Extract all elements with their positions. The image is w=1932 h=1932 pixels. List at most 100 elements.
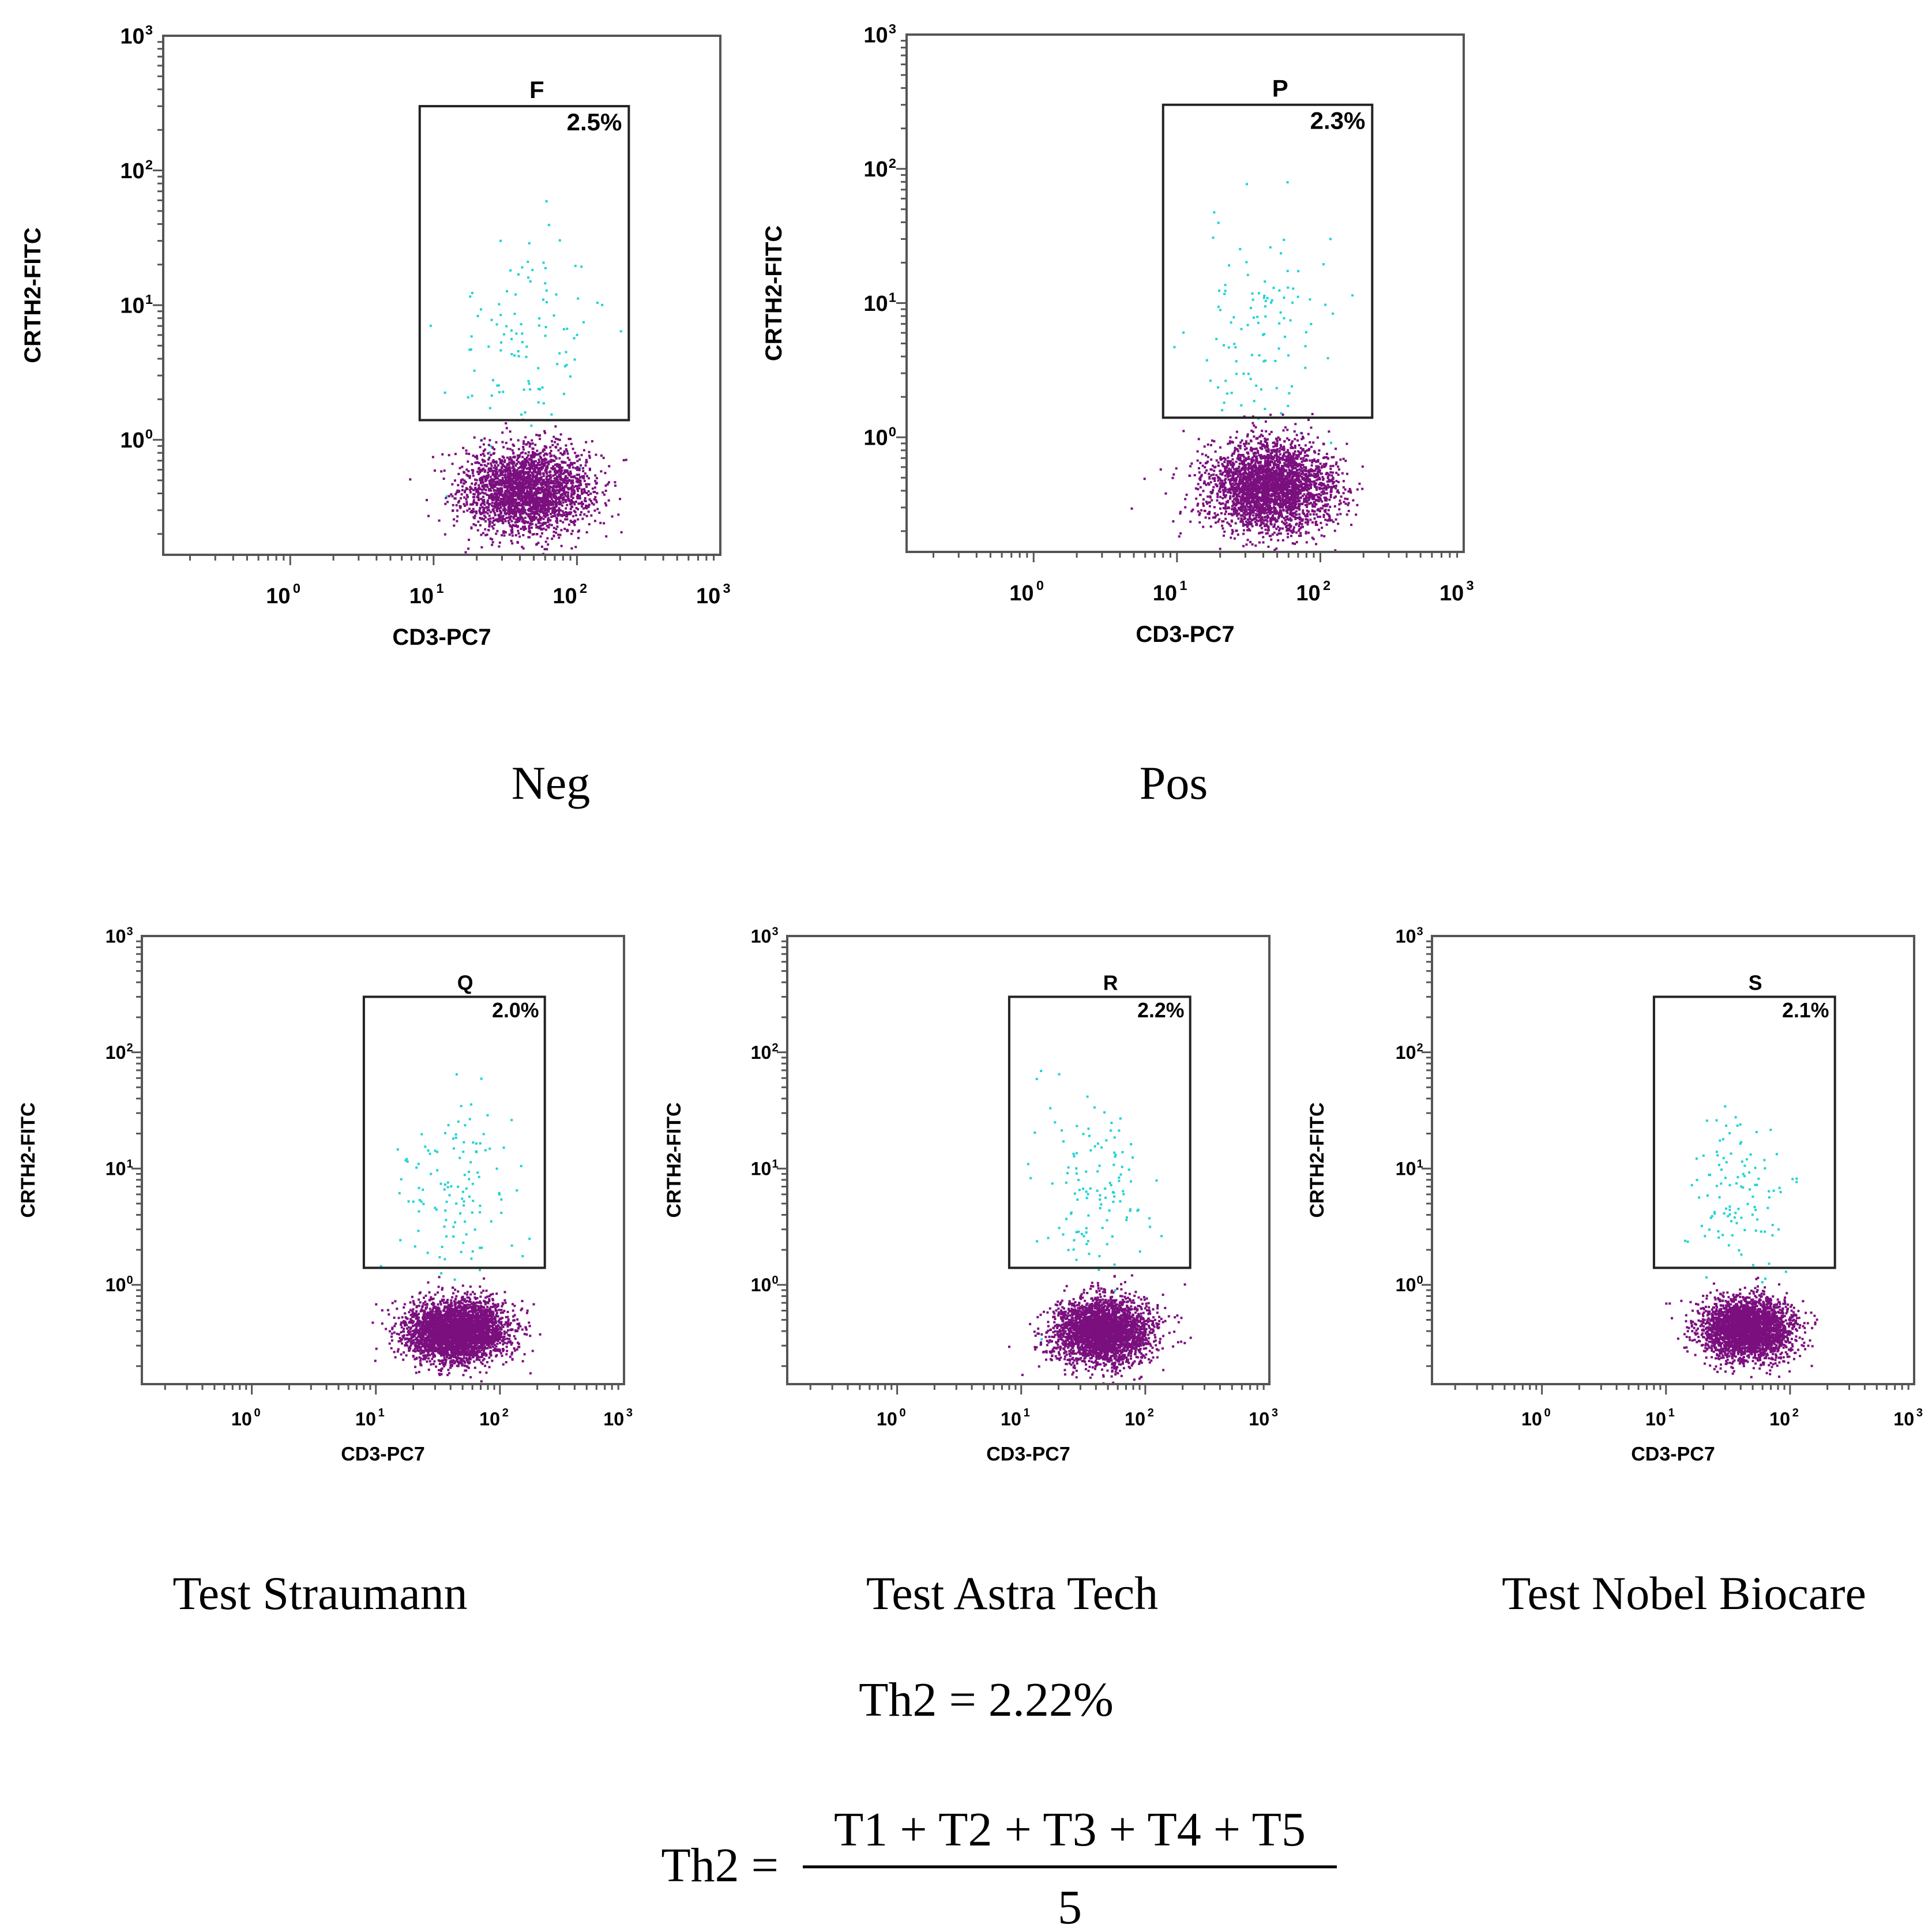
event-point bbox=[537, 542, 540, 544]
event-point bbox=[554, 469, 557, 472]
event-point bbox=[1343, 501, 1345, 503]
event-point bbox=[519, 504, 522, 507]
event-point bbox=[1240, 482, 1243, 485]
event-point bbox=[1298, 499, 1301, 502]
event-point bbox=[490, 493, 493, 496]
event-point bbox=[1299, 492, 1302, 495]
event-point bbox=[603, 522, 606, 525]
event-point bbox=[1265, 475, 1268, 478]
event-point bbox=[504, 508, 507, 510]
event-point bbox=[1171, 476, 1174, 479]
event-point bbox=[1274, 460, 1276, 463]
event-point bbox=[535, 509, 538, 512]
event-point bbox=[483, 511, 486, 514]
event-point bbox=[561, 498, 564, 501]
event-point bbox=[525, 443, 528, 446]
event-point bbox=[520, 478, 523, 481]
event-point bbox=[559, 533, 562, 536]
event-point bbox=[517, 350, 520, 353]
event-point bbox=[472, 499, 475, 502]
event-point bbox=[572, 466, 574, 469]
event-point bbox=[536, 464, 539, 467]
event-point bbox=[528, 530, 531, 533]
event-point bbox=[1239, 520, 1242, 523]
event-point bbox=[495, 441, 498, 443]
event-point bbox=[570, 482, 573, 484]
event-point bbox=[523, 528, 525, 531]
event-point bbox=[1243, 448, 1246, 451]
event-point bbox=[542, 450, 544, 453]
event-point bbox=[495, 471, 498, 474]
event-point bbox=[1251, 292, 1254, 295]
event-point bbox=[480, 439, 483, 442]
event-point bbox=[468, 539, 470, 541]
event-point bbox=[585, 441, 588, 443]
event-point bbox=[595, 499, 597, 502]
event-point bbox=[1304, 444, 1307, 447]
event-point bbox=[484, 516, 487, 519]
event-point bbox=[510, 458, 513, 461]
event-point bbox=[1345, 442, 1348, 445]
event-point bbox=[1310, 445, 1313, 448]
event-point bbox=[522, 478, 525, 480]
event-point bbox=[523, 471, 526, 473]
event-point bbox=[469, 295, 472, 298]
event-point bbox=[514, 293, 517, 296]
event-point bbox=[1283, 517, 1286, 520]
event-point bbox=[1209, 525, 1212, 528]
event-point bbox=[607, 481, 610, 484]
event-point bbox=[539, 438, 541, 441]
event-point bbox=[571, 479, 574, 482]
event-point bbox=[569, 500, 572, 503]
event-point bbox=[1275, 452, 1278, 455]
event-point bbox=[1253, 316, 1255, 319]
event-point bbox=[484, 480, 487, 483]
event-point bbox=[521, 471, 524, 474]
panels: F2.5%10 0 10 1 10 2 10 310 010 110 210 3CD3-PC7CRTH… bbox=[17, 21, 1923, 1619]
event-point bbox=[1269, 452, 1272, 455]
event-point bbox=[529, 454, 532, 457]
event-point bbox=[542, 486, 545, 488]
event-point bbox=[561, 466, 563, 469]
event-point bbox=[1252, 430, 1254, 433]
event-point bbox=[1272, 287, 1275, 290]
event-point bbox=[574, 484, 577, 487]
event-point bbox=[521, 451, 524, 454]
event-point bbox=[1298, 529, 1300, 532]
event-point bbox=[547, 481, 550, 484]
event-point bbox=[509, 510, 512, 513]
event-point bbox=[595, 501, 598, 503]
event-point bbox=[504, 492, 507, 495]
event-point bbox=[493, 484, 496, 487]
event-point bbox=[1178, 535, 1181, 538]
event-point bbox=[529, 500, 532, 503]
event-point bbox=[1297, 270, 1300, 273]
event-point bbox=[547, 543, 550, 546]
event-point bbox=[1213, 469, 1216, 472]
event-point bbox=[567, 499, 570, 502]
event-point bbox=[537, 401, 540, 404]
event-point bbox=[1230, 392, 1233, 394]
event-point bbox=[1283, 449, 1286, 452]
event-point bbox=[581, 475, 584, 478]
event-point bbox=[588, 483, 591, 486]
event-point bbox=[1213, 512, 1216, 515]
event-point bbox=[551, 489, 554, 492]
event-point bbox=[1249, 513, 1251, 516]
event-point bbox=[522, 518, 525, 521]
event-point bbox=[1339, 458, 1342, 461]
event-point bbox=[565, 499, 567, 502]
event-point bbox=[492, 452, 495, 455]
event-point bbox=[1347, 510, 1350, 512]
event-point bbox=[498, 496, 500, 499]
event-point bbox=[533, 468, 536, 471]
event-point bbox=[580, 501, 583, 503]
event-point bbox=[570, 493, 573, 495]
event-point bbox=[1270, 538, 1273, 541]
event-point bbox=[1329, 465, 1332, 468]
event-point bbox=[537, 518, 540, 521]
event-point bbox=[1295, 510, 1298, 513]
event-point bbox=[1264, 478, 1266, 480]
event-point bbox=[1287, 484, 1290, 487]
event-point bbox=[468, 453, 471, 456]
